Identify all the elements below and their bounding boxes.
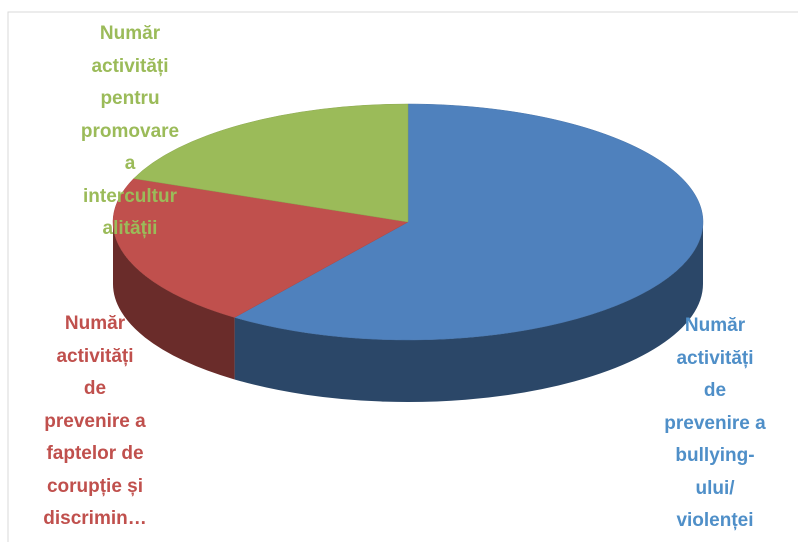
slice [112,178,409,318]
slice [133,103,409,223]
slice-label: Număr activități pentru promovare a inte… [80,23,180,239]
slice-label: Număr activități de prevenire a faptelor… [43,313,147,529]
frame [7,11,798,542]
slice-label: Număr activități de prevenire a bullying… [664,315,766,531]
slice [233,103,704,341]
slice-side [234,222,704,402]
slice-side [112,222,235,380]
